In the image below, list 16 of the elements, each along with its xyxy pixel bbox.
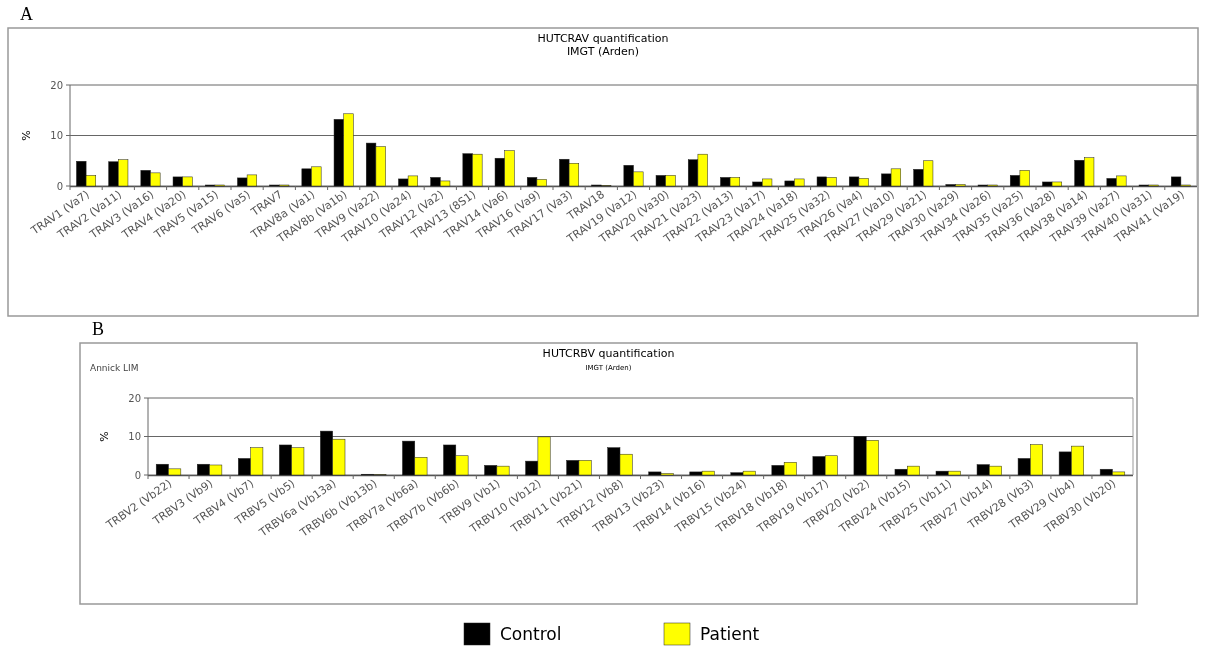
chart-title: HUTCRBV quantification [542,347,675,360]
legend-label: Patient [700,623,760,644]
y-tick-label: 20 [128,392,141,404]
legend-label: Control [500,623,562,644]
y-tick-label: 20 [50,79,63,91]
y-tick-label: 0 [134,469,141,481]
text: B [92,319,105,339]
chart-title: HUTCRAV quantification [537,32,669,45]
y-axis-title: % [20,130,33,141]
text: Annick LIM [90,363,139,373]
chart-subtitle: IMGT (Arden) [566,45,640,58]
y-axis-title: % [98,431,111,442]
text: A [20,4,33,24]
y-tick-label: 10 [128,431,141,442]
y-tick-label: 10 [50,130,63,141]
y-tick-label: 0 [56,180,63,192]
